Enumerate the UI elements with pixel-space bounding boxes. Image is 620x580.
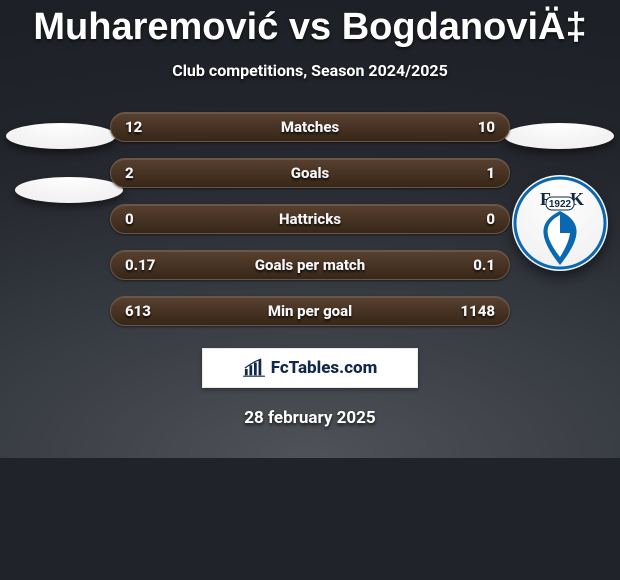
stat-row: 2 Goals 1: [110, 158, 510, 188]
branding-text: FcTables.com: [271, 358, 378, 378]
stats-container: 12 Matches 10 2 Goals 1 0 Hattricks 0 0.…: [110, 112, 510, 326]
shield-icon: F K 1922: [512, 175, 608, 271]
page-title: Muharemović vs BogdanoviÄ‡: [0, 0, 620, 49]
comparison-card: Muharemović vs BogdanoviÄ‡ Club competit…: [0, 0, 620, 458]
stat-row: 0.17 Goals per match 0.1: [110, 250, 510, 280]
branding-badge[interactable]: FcTables.com: [202, 348, 418, 388]
stat-right-value: 0: [435, 210, 495, 228]
stat-right-value: 1: [435, 164, 495, 182]
left-player-photo-placeholder-2: [15, 177, 123, 203]
right-player-photo-placeholder: [504, 123, 614, 149]
club-year: 1922: [549, 199, 572, 210]
stat-right-value: 10: [435, 118, 495, 136]
left-player-photo-placeholder-1: [6, 123, 116, 149]
stat-row: 12 Matches 10: [110, 112, 510, 142]
stat-row: 613 Min per goal 1148: [110, 296, 510, 326]
stat-right-value: 0.1: [435, 256, 495, 274]
page-subtitle: Club competitions, Season 2024/2025: [0, 61, 620, 80]
stat-right-value: 1148: [435, 302, 495, 320]
snapshot-date: 28 february 2025: [0, 408, 620, 428]
bar-chart-icon: [243, 358, 265, 378]
stat-row: 0 Hattricks 0: [110, 204, 510, 234]
right-club-logo: F K 1922: [512, 175, 608, 271]
